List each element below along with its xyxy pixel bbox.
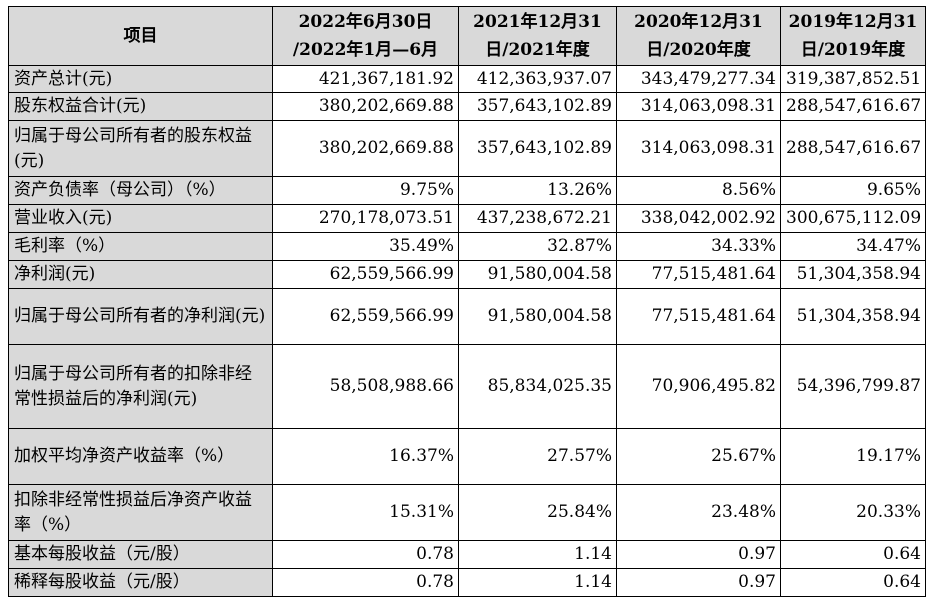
row-value: 314,063,098.31 [616, 120, 781, 177]
row-value: 380,202,669.88 [272, 120, 459, 177]
row-value: 0.97 [616, 568, 781, 597]
table-row: 基本每股收益（元/股） 0.78 1.14 0.97 0.64 [8, 540, 926, 569]
header-row: 项目 2022年6月30日 /2022年1月—6月 2021年12月31 日/2… [8, 6, 926, 66]
row-value: 9.65% [780, 176, 926, 205]
table-row: 资产总计(元) 421,367,181.92 412,363,937.07 343,4… [8, 65, 926, 93]
table-row: 归属于母公司所有者的股东权益(元) 380,202,669.88 357,643,1… [8, 120, 926, 177]
table-row: 毛利率（%） 35.49% 32.87% 34.33% 34.47% [8, 232, 926, 261]
row-value: 421,367,181.92 [272, 65, 459, 93]
row-value: 1.14 [458, 568, 617, 597]
row-label: 基本每股收益（元/股） [8, 540, 273, 569]
header-item: 项目 [8, 6, 273, 66]
table-row: 营业收入(元) 270,178,073.51 437,238,672.21 338,0… [8, 204, 926, 233]
row-value: 23.48% [616, 484, 781, 541]
row-value: 51,304,358.94 [780, 260, 926, 289]
row-label: 归属于母公司所有者的净利润(元) [8, 288, 273, 345]
row-value: 54,396,799.87 [780, 344, 926, 429]
header-2019: 2019年12月31 日/2019年度 [780, 6, 926, 66]
header-2021: 2021年12月31 日/2021年度 [458, 6, 617, 66]
row-label: 稀释每股收益（元/股） [8, 568, 273, 597]
row-label: 扣除非经常性损益后净资产收益率（%） [8, 484, 273, 541]
row-value: 0.97 [616, 540, 781, 569]
row-value: 343,479,277.34 [616, 65, 781, 93]
row-value: 8.56% [616, 176, 781, 205]
table-row: 净利润(元) 62,559,566.99 91,580,004.58 77,515,4… [8, 260, 926, 289]
row-value: 91,580,004.58 [458, 260, 617, 289]
header-2021-text: 2021年12月31 日/2021年度 [473, 12, 602, 60]
header-2020-text: 2020年12月31 日/2020年度 [634, 12, 763, 60]
row-value: 0.64 [780, 540, 926, 569]
table-row: 加权平均净资产收益率（%） 16.37% 27.57% 25.67% 19.17% [8, 428, 926, 485]
row-value: 1.14 [458, 540, 617, 569]
row-label: 加权平均净资产收益率（%） [8, 428, 273, 485]
row-value: 0.78 [272, 540, 459, 569]
row-value: 77,515,481.64 [616, 260, 781, 289]
header-2022h1: 2022年6月30日 /2022年1月—6月 [272, 6, 459, 66]
row-value: 16.37% [272, 428, 459, 485]
row-label: 营业收入(元) [8, 204, 273, 233]
header-2020: 2020年12月31 日/2020年度 [616, 6, 781, 66]
row-value: 412,363,937.07 [458, 65, 617, 93]
row-value: 15.31% [272, 484, 459, 541]
row-value: 70,906,495.82 [616, 344, 781, 429]
row-label: 归属于母公司所有者的扣除非经常性损益后的净利润(元) [8, 344, 273, 429]
row-value: 34.33% [616, 232, 781, 261]
row-value: 0.78 [272, 568, 459, 597]
row-value: 19.17% [780, 428, 926, 485]
row-value: 20.33% [780, 484, 926, 541]
financial-table-container: 项目 2022年6月30日 /2022年1月—6月 2021年12月31 日/2… [8, 6, 926, 597]
row-value: 357,643,102.89 [458, 92, 617, 121]
row-value: 25.84% [458, 484, 617, 541]
row-value: 0.64 [780, 568, 926, 597]
financial-summary-table: 项目 2022年6月30日 /2022年1月—6月 2021年12月31 日/2… [8, 6, 926, 597]
row-value: 25.67% [616, 428, 781, 485]
row-label: 资产负债率（母公司）（%） [8, 176, 273, 205]
header-2022h1-text: 2022年6月30日 /2022年1月—6月 [292, 12, 439, 60]
row-value: 62,559,566.99 [272, 288, 459, 345]
row-value: 288,547,616.67 [780, 92, 926, 121]
row-value: 9.75% [272, 176, 459, 205]
row-value: 270,178,073.51 [272, 204, 459, 233]
row-value: 314,063,098.31 [616, 92, 781, 121]
row-value: 319,387,852.51 [780, 65, 926, 93]
table-row: 扣除非经常性损益后净资产收益率（%） 15.31% 25.84% 23.48% 20.3… [8, 484, 926, 541]
row-label: 归属于母公司所有者的股东权益(元) [8, 120, 273, 177]
row-value: 32.87% [458, 232, 617, 261]
table-row: 股东权益合计(元) 380,202,669.88 357,643,102.89 314… [8, 92, 926, 121]
row-value: 34.47% [780, 232, 926, 261]
row-value: 380,202,669.88 [272, 92, 459, 121]
row-value: 437,238,672.21 [458, 204, 617, 233]
row-value: 338,042,002.92 [616, 204, 781, 233]
row-label: 净利润(元) [8, 260, 273, 289]
row-label: 股东权益合计(元) [8, 92, 273, 121]
table-row: 归属于母公司所有者的扣除非经常性损益后的净利润(元) 58,508,988.66 8… [8, 344, 926, 429]
row-value: 288,547,616.67 [780, 120, 926, 177]
table-row: 资产负债率（母公司）（%） 9.75% 13.26% 8.56% 9.65% [8, 176, 926, 205]
row-value: 27.57% [458, 428, 617, 485]
row-value: 77,515,481.64 [616, 288, 781, 345]
table-row: 归属于母公司所有者的净利润(元) 62,559,566.99 91,580,004.… [8, 288, 926, 345]
header-2019-text: 2019年12月31 日/2019年度 [788, 12, 918, 60]
row-value: 13.26% [458, 176, 617, 205]
row-label: 毛利率（%） [8, 232, 273, 261]
row-value: 51,304,358.94 [780, 288, 926, 345]
row-value: 357,643,102.89 [458, 120, 617, 177]
row-label: 资产总计(元) [8, 65, 273, 93]
row-value: 91,580,004.58 [458, 288, 617, 345]
row-value: 35.49% [272, 232, 459, 261]
table-body: 资产总计(元) 421,367,181.92 412,363,937.07 343,4… [8, 65, 926, 597]
row-value: 58,508,988.66 [272, 344, 459, 429]
table-row: 稀释每股收益（元/股） 0.78 1.14 0.97 0.64 [8, 568, 926, 597]
row-value: 62,559,566.99 [272, 260, 459, 289]
row-value: 85,834,025.35 [458, 344, 617, 429]
row-value: 300,675,112.09 [780, 204, 926, 233]
